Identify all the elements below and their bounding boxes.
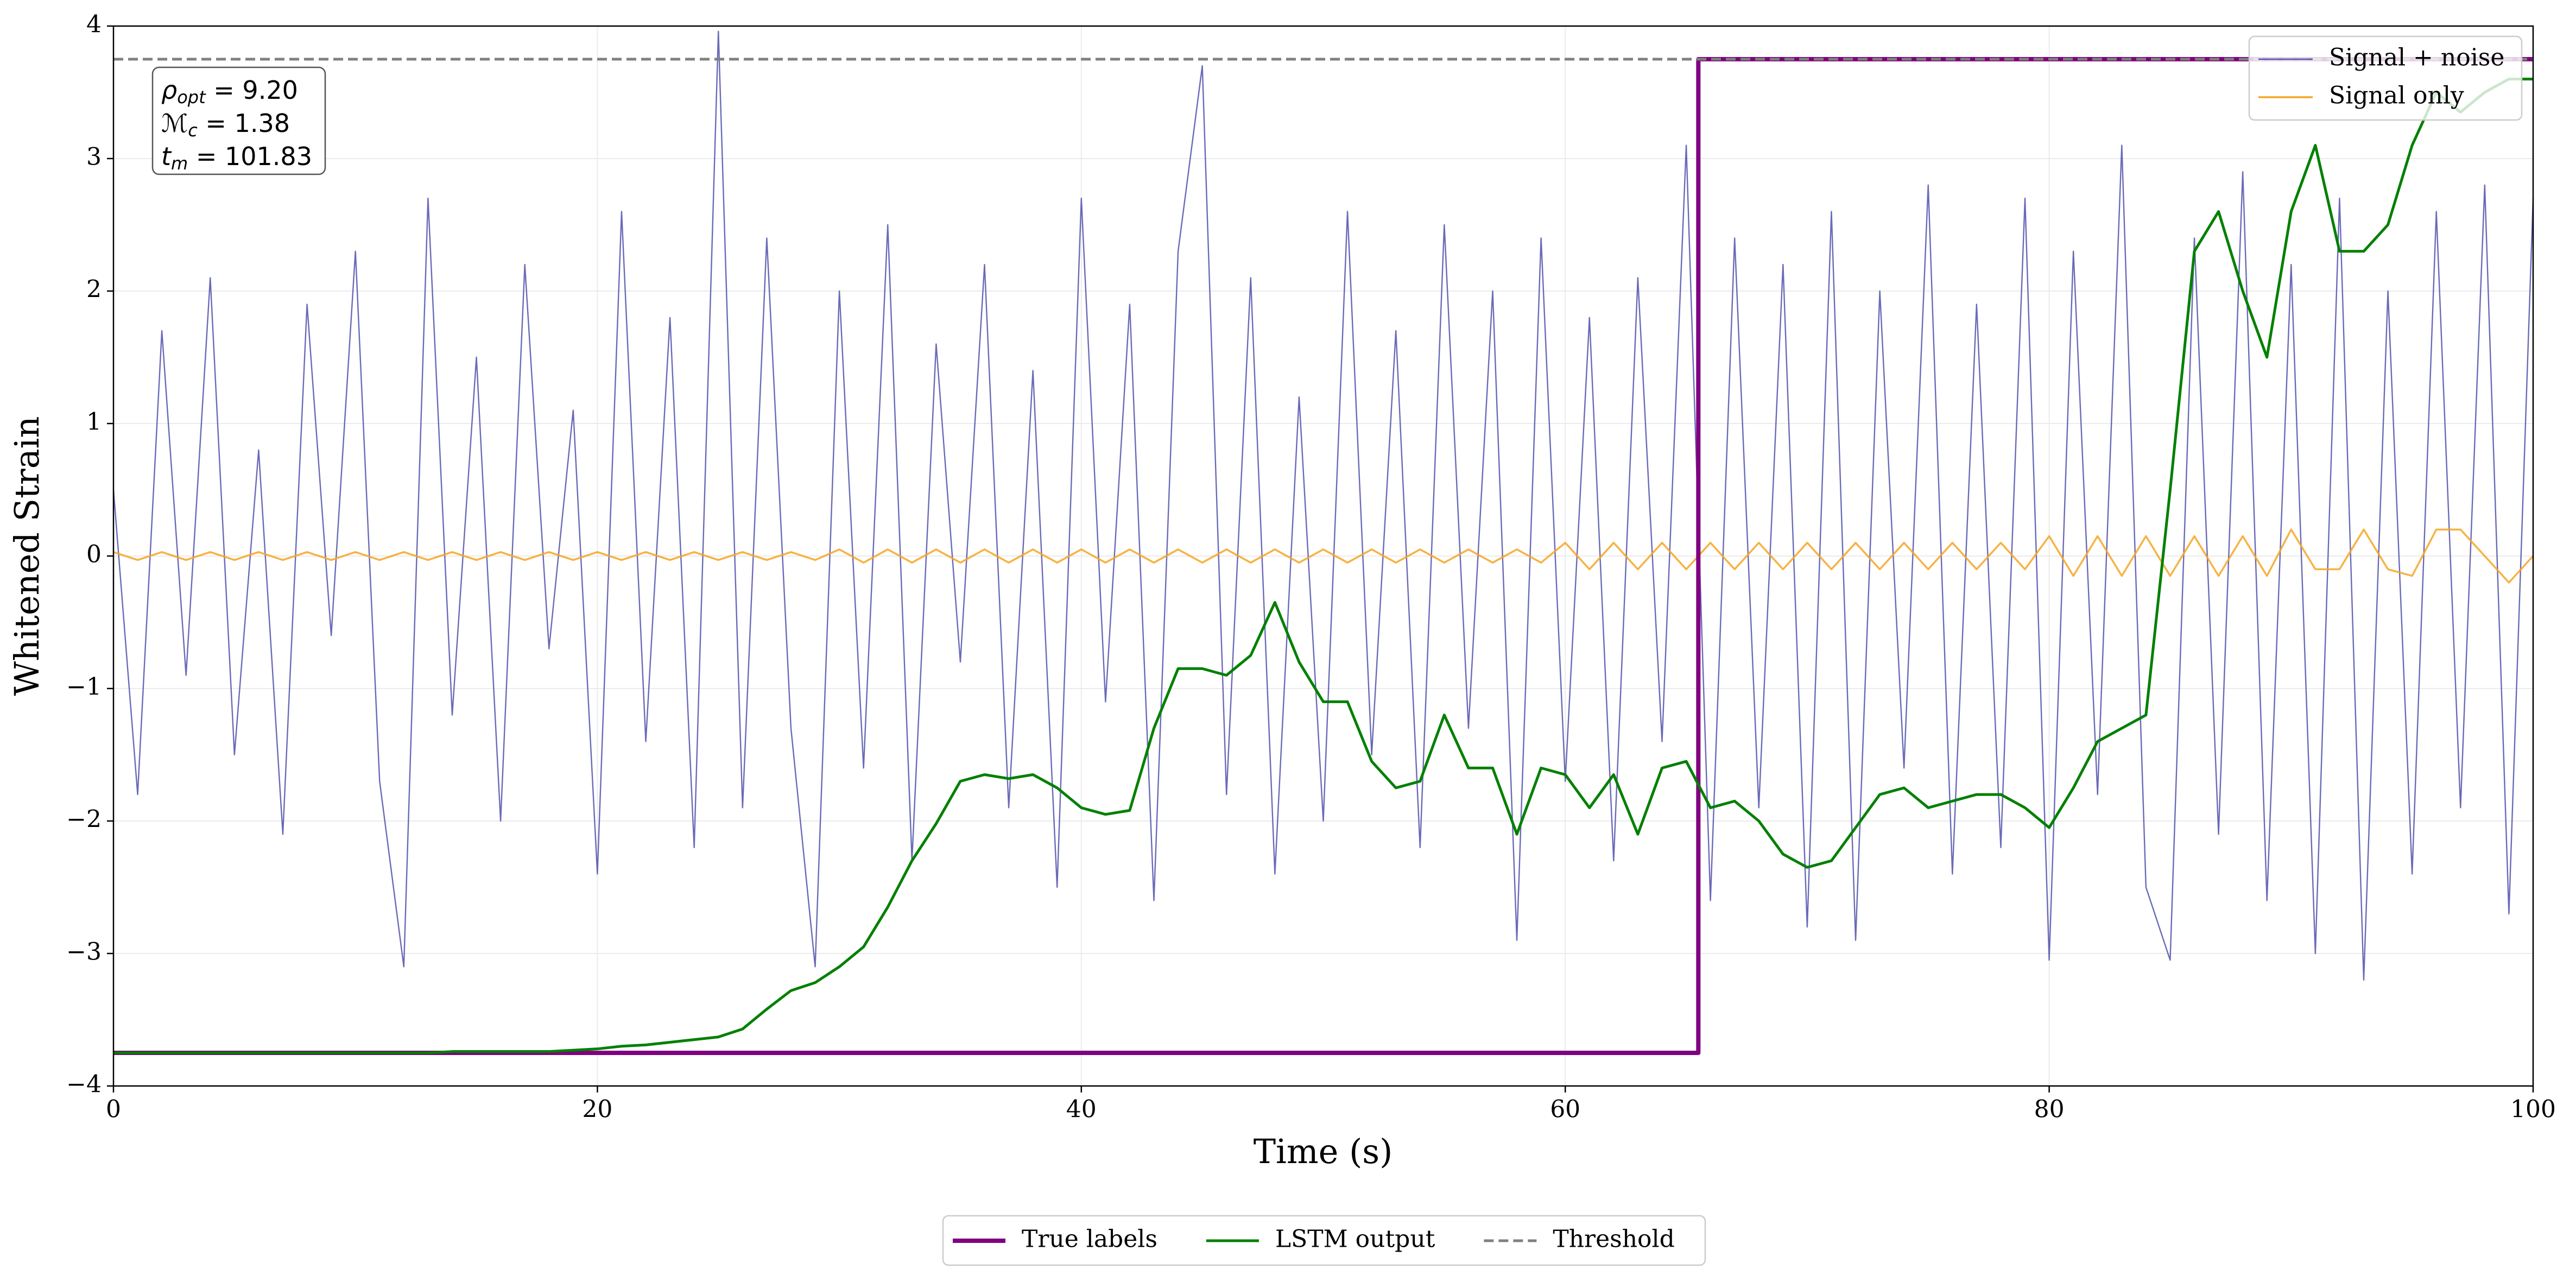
y-tick-label: −4 [66, 1071, 102, 1098]
annotation-text: = 1.38 [198, 109, 290, 138]
y-tick-label: 4 [86, 11, 102, 39]
plot-frame [112, 25, 2534, 1087]
y-tick-label: −2 [66, 806, 102, 833]
x-axis-label: Time (s) [1254, 1132, 1393, 1171]
y-tick-label: 2 [86, 276, 102, 304]
annotation: tm = 101.83 [161, 142, 312, 174]
x-tick-label: 0 [106, 1096, 121, 1123]
legend-box [2248, 35, 2523, 121]
y-tick-label: 3 [86, 143, 102, 171]
annotation-text: = 101.83 [188, 142, 312, 171]
annotation-symbol: t [161, 142, 172, 171]
series-line [113, 528, 2534, 584]
legend-box [942, 1215, 1706, 1266]
legend-label: Threshold [1553, 1226, 1674, 1253]
y-tick-label: 0 [86, 541, 102, 569]
annotation: ℳc = 1.38 [161, 109, 290, 141]
legend-label: True labels [1022, 1226, 1157, 1253]
series-line [112, 30, 2534, 981]
legend-label: Signal only [2329, 82, 2464, 110]
y-tick-label: 1 [86, 408, 102, 436]
annotation-box [151, 66, 326, 175]
annotation-subscript: m [171, 153, 188, 174]
y-tick-label: −1 [66, 673, 102, 701]
annotation: ρopt = 9.20 [161, 75, 298, 108]
x-tick-label: 100 [2510, 1096, 2556, 1123]
x-tick-label: 80 [2034, 1096, 2065, 1123]
annotation-subscript: opt [177, 87, 206, 108]
x-tick-label: 60 [1550, 1096, 1580, 1123]
annotation-subscript: c [188, 120, 198, 141]
legend-label: Signal + noise [2329, 44, 2504, 72]
y-tick-label: −3 [66, 938, 102, 966]
x-tick-label: 40 [1066, 1096, 1097, 1123]
series-line [113, 78, 2533, 1054]
legend-label: LSTM output [1275, 1226, 1435, 1253]
y-axis-label: Whitened Strain [7, 416, 47, 696]
annotation-text: = 9.20 [206, 75, 298, 105]
annotation-symbol: ρ [161, 75, 177, 105]
annotation-symbol: ℳ [161, 109, 188, 138]
x-tick-label: 20 [582, 1096, 612, 1123]
